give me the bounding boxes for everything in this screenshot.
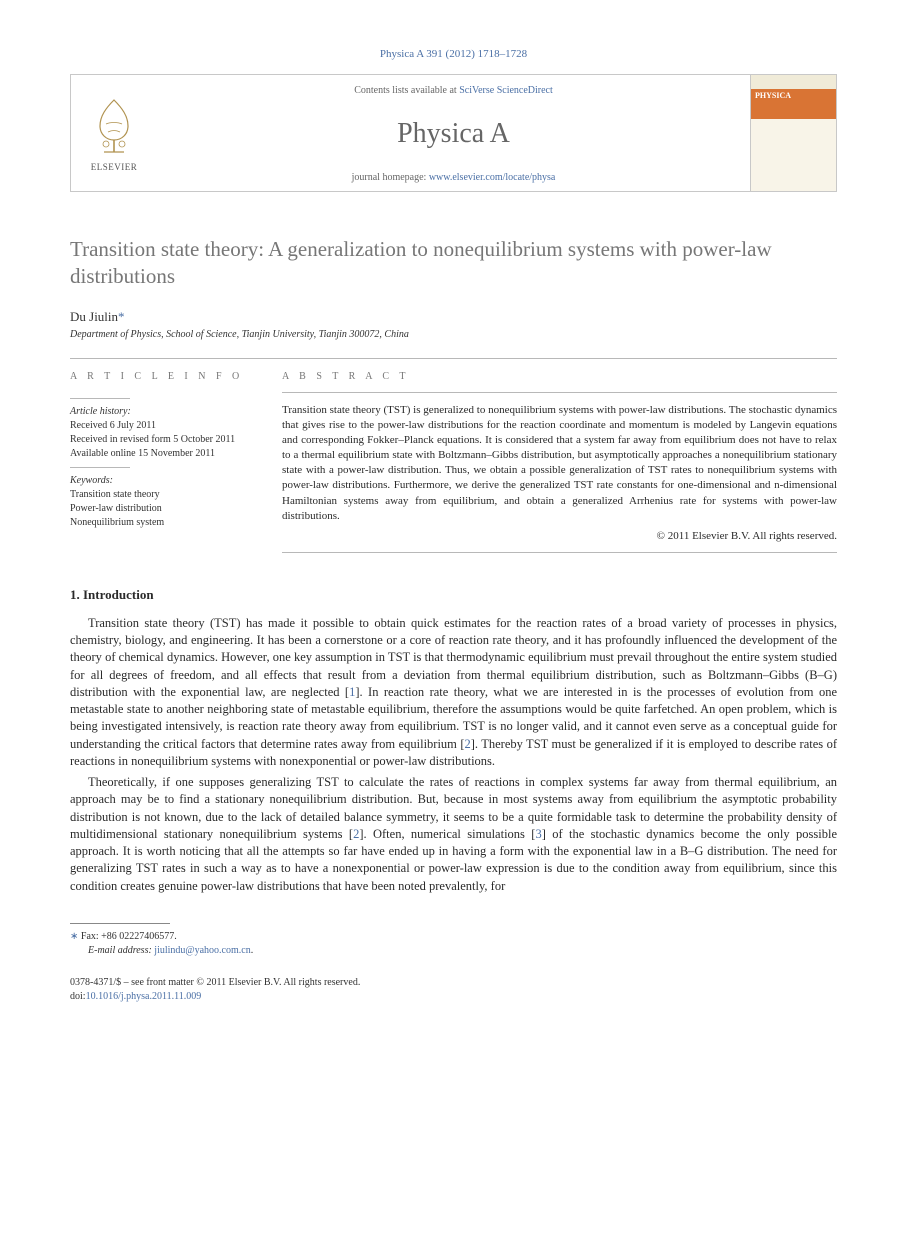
- history-line: Received 6 July 2011: [70, 419, 256, 433]
- affiliation: Department of Physics, School of Science…: [70, 329, 837, 340]
- keyword: Nonequilibrium system: [70, 516, 256, 530]
- footnote-star: ∗: [70, 931, 78, 942]
- footer-block: 0378-4371/$ – see front matter © 2011 El…: [70, 976, 837, 1004]
- info-abstract-row: A R T I C L E I N F O Article history: R…: [70, 359, 837, 553]
- article-info-label: A R T I C L E I N F O: [70, 359, 256, 392]
- fax-number: +86 02227406577.: [101, 931, 177, 942]
- issn-copyright-line: 0378-4371/$ – see front matter © 2011 El…: [70, 976, 837, 990]
- history-line: Available online 15 November 2011: [70, 447, 256, 461]
- abstract-copyright: © 2011 Elsevier B.V. All rights reserved…: [282, 530, 837, 542]
- info-divider-1: [70, 398, 130, 399]
- abstract-column: A B S T R A C T Transition state theory …: [282, 359, 837, 553]
- abstract-label: A B S T R A C T: [282, 359, 837, 392]
- elsevier-logo-block: ELSEVIER: [71, 75, 157, 191]
- cover-band-label: PHYSICA: [751, 89, 836, 119]
- author-name: Du Jiulin: [70, 309, 118, 324]
- corresponding-footnote: ∗ Fax: +86 02227406577.: [70, 930, 837, 944]
- history-line: Received in revised form 5 October 2011: [70, 433, 256, 447]
- header-citation: Physica A 391 (2012) 1718–1728: [70, 48, 837, 60]
- journal-header-box: ELSEVIER Contents lists available at Sci…: [70, 74, 837, 192]
- contents-prefix: Contents lists available at: [354, 85, 459, 96]
- email-footnote: E-mail address: jiulindu@yahoo.com.cn.: [70, 944, 837, 958]
- article-title: Transition state theory: A generalizatio…: [70, 236, 837, 291]
- author-line: Du Jiulin*: [70, 309, 837, 325]
- keyword: Transition state theory: [70, 488, 256, 502]
- keywords-block: Keywords: Transition state theory Power-…: [70, 474, 256, 530]
- keywords-heading: Keywords:: [70, 474, 256, 488]
- section-1-heading: 1. Introduction: [70, 587, 837, 603]
- email-tail: .: [251, 945, 254, 956]
- abstract-divider-top: [282, 392, 837, 393]
- doi-link[interactable]: 10.1016/j.physa.2011.11.009: [86, 991, 202, 1002]
- article-page: Physica A 391 (2012) 1718–1728 ELSEVIER …: [0, 0, 907, 1044]
- homepage-link[interactable]: www.elsevier.com/locate/physa: [429, 172, 556, 183]
- contents-available-line: Contents lists available at SciVerse Sci…: [354, 85, 553, 96]
- info-divider-2: [70, 467, 130, 468]
- author-email-link[interactable]: jiulindu@yahoo.com.cn: [154, 945, 250, 956]
- abstract-divider-bottom: [282, 552, 837, 553]
- doi-label: doi:: [70, 991, 86, 1002]
- article-history-block: Article history: Received 6 July 2011 Re…: [70, 405, 256, 461]
- intro-paragraph-2: Theoretically, if one supposes generaliz…: [70, 774, 837, 895]
- corresponding-mark: *: [118, 309, 125, 324]
- fax-label: Fax:: [81, 931, 101, 942]
- article-info-column: A R T I C L E I N F O Article history: R…: [70, 359, 256, 553]
- header-center: Contents lists available at SciVerse Sci…: [157, 75, 750, 191]
- journal-name: Physica A: [397, 118, 510, 150]
- elsevier-label: ELSEVIER: [91, 162, 138, 172]
- doi-line: doi:10.1016/j.physa.2011.11.009: [70, 990, 837, 1004]
- abstract-text: Transition state theory (TST) is general…: [282, 403, 837, 524]
- homepage-prefix: journal homepage:: [352, 172, 429, 183]
- footnote-separator: [70, 923, 170, 924]
- elsevier-tree-icon: [86, 94, 142, 160]
- journal-cover-thumb: PHYSICA: [750, 75, 836, 191]
- keyword: Power-law distribution: [70, 502, 256, 516]
- homepage-line: journal homepage: www.elsevier.com/locat…: [352, 172, 556, 183]
- history-heading: Article history:: [70, 405, 256, 419]
- intro-paragraph-1: Transition state theory (TST) has made i…: [70, 615, 837, 770]
- email-label: E-mail address:: [88, 945, 154, 956]
- sciencedirect-link[interactable]: SciVerse ScienceDirect: [459, 85, 553, 96]
